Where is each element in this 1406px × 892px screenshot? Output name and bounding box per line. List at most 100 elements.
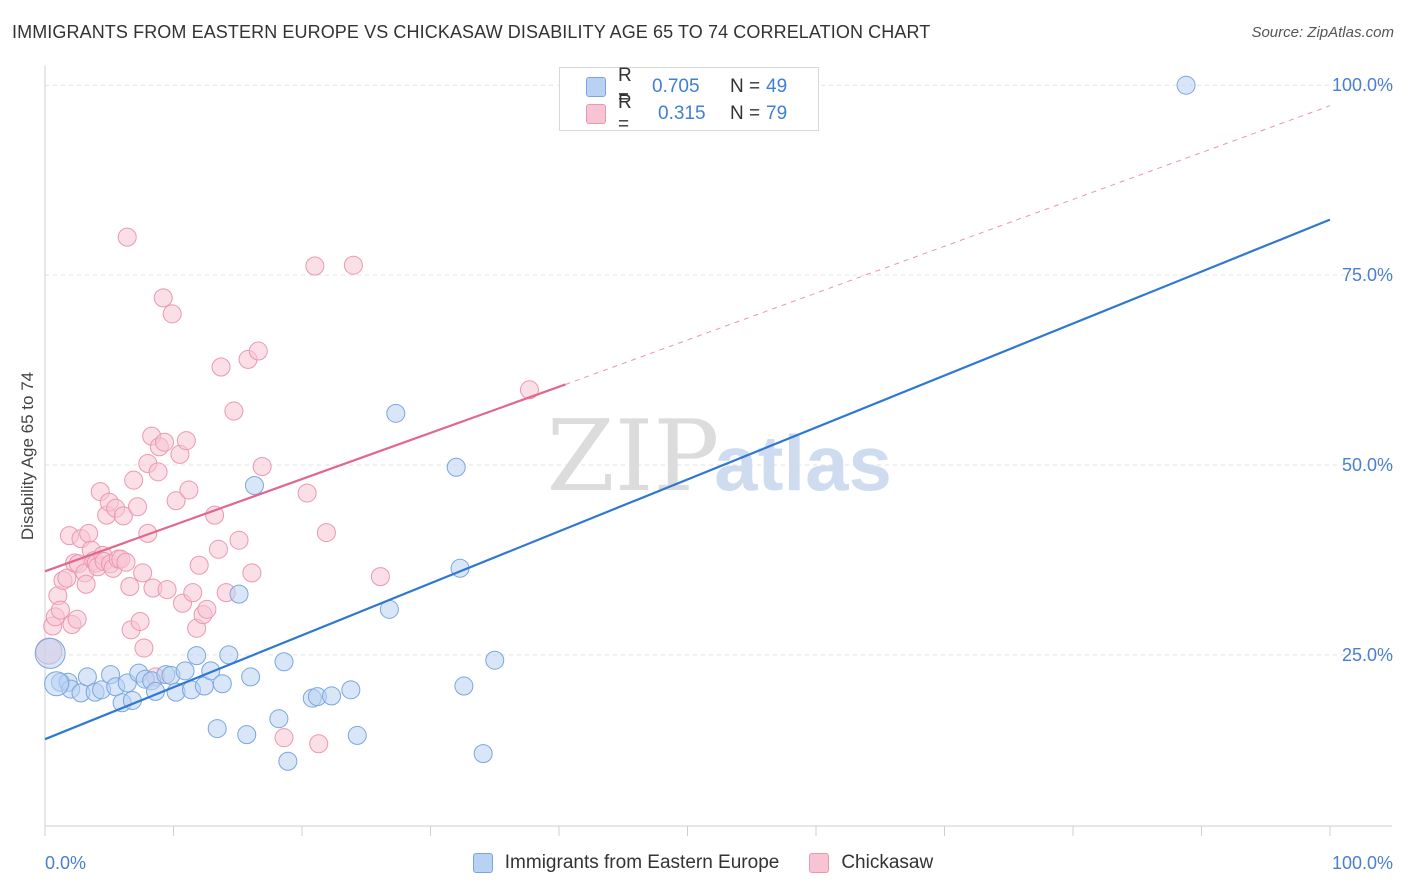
scatter-point-chickasaw: [157, 580, 177, 600]
y-tick-label: 25.0%: [1342, 645, 1393, 665]
scatter-point-eastern-europe: [454, 676, 474, 696]
scatter-point-chickasaw: [162, 304, 182, 324]
scatter-point-chickasaw: [229, 530, 249, 550]
scatter-point-chickasaw: [316, 523, 336, 543]
scatter-point-chickasaw: [113, 506, 133, 526]
scatter-point-chickasaw: [211, 357, 231, 377]
scatter-point-chickasaw: [224, 401, 244, 421]
trend-lines: [44, 105, 1331, 741]
scatter-point-chickasaw: [197, 599, 217, 619]
legend-n-label: N =: [730, 103, 761, 124]
scatter-point-chickasaw: [117, 227, 137, 247]
x-tick-label-max: 100.0%: [1332, 853, 1393, 873]
scatter-point-chickasaw: [148, 462, 168, 482]
scatter-point-eastern-europe: [34, 637, 66, 669]
legend-item-chickasaw[interactable]: Chickasaw: [809, 852, 933, 874]
scatter-point-chickasaw: [208, 539, 228, 559]
watermark-zip: ZIP: [547, 400, 720, 514]
axes: [44, 66, 1392, 836]
scatter-point-chickasaw: [176, 431, 196, 451]
scatter-point-eastern-europe: [269, 709, 289, 729]
chart-title: IMMIGRANTS FROM EASTERN EUROPE VS CHICKA…: [12, 22, 931, 42]
scatter-point-eastern-europe: [175, 661, 195, 681]
scatter-point-chickasaw: [79, 523, 99, 543]
legend-item-eastern-europe[interactable]: Immigrants from Eastern Europe: [472, 852, 780, 874]
scatter-point-eastern-europe: [278, 751, 298, 771]
y-tick-label: 100.0%: [1332, 75, 1393, 95]
scatter-point-chickasaw: [297, 483, 317, 503]
scatter-point-chickasaw: [248, 341, 268, 361]
legend-n-label: N =: [730, 76, 761, 97]
scatter-point-eastern-europe: [229, 584, 249, 604]
scatter-point-chickasaw: [134, 638, 154, 658]
scatter-point-chickasaw: [309, 734, 329, 754]
scatter-point-eastern-europe: [1176, 75, 1196, 95]
scatter-point-eastern-europe: [322, 686, 342, 706]
scatter-point-chickasaw: [155, 432, 175, 452]
scatter-point-eastern-europe: [244, 475, 264, 495]
legend-label-eastern-europe: Immigrants from Eastern Europe: [504, 852, 780, 873]
scatter-point-eastern-europe: [274, 652, 294, 672]
scatter-point-chickasaw: [130, 611, 150, 631]
scatter-point-chickasaw: [189, 555, 209, 575]
scatter-point-chickasaw: [76, 574, 96, 594]
scatter-point-chickasaw: [124, 470, 144, 490]
trend-line-eastern-europe: [44, 218, 1331, 741]
scatter-point-chickasaw: [67, 609, 87, 629]
scatter-point-eastern-europe: [446, 457, 466, 477]
scatter-point-chickasaw: [305, 256, 325, 276]
scatter-point-eastern-europe: [187, 646, 207, 666]
legend-r-label: R =: [618, 65, 632, 108]
scatter-point-chickasaw: [128, 497, 148, 517]
scatter-point-chickasaw: [242, 563, 262, 583]
scatter-point-eastern-europe: [237, 725, 257, 745]
scatter-point-eastern-europe: [485, 650, 505, 670]
series-eastern-europe-points: [34, 75, 1196, 771]
legend-swatch-pink: [586, 104, 606, 124]
scatter-point-chickasaw: [519, 380, 539, 400]
scatter-point-chickasaw: [252, 457, 272, 477]
legend-label-chickasaw: Chickasaw: [841, 852, 934, 873]
scatter-point-chickasaw: [179, 480, 199, 500]
legend-r-value: 0.705: [652, 76, 700, 97]
scatter-point-eastern-europe: [386, 403, 406, 423]
legend-row-chickasaw: R = 0.315 N = 79: [586, 92, 788, 135]
series-legend: Immigrants from Eastern Europe Chickasaw: [0, 852, 1406, 874]
scatter-point-chickasaw: [166, 491, 186, 511]
scatter-point-chickasaw: [370, 567, 390, 587]
legend-row-eastern-europe: R = 0.705 N = 49: [586, 65, 787, 108]
scatter-point-chickasaw: [183, 583, 203, 603]
trend-line-chickasaw-extension: [565, 105, 1331, 385]
scatter-point-eastern-europe: [347, 725, 367, 745]
scatter-point-chickasaw: [120, 577, 140, 597]
trend-line-chickasaw: [44, 383, 566, 573]
legend-swatch-blue: [472, 853, 493, 873]
scatter-point-eastern-europe: [341, 680, 361, 700]
scatter-point-eastern-europe: [473, 744, 493, 764]
scatter-point-chickasaw: [116, 552, 136, 572]
y-tick-label: 50.0%: [1342, 455, 1393, 475]
scatter-point-eastern-europe: [207, 719, 227, 739]
series-chickasaw-points: [35, 227, 539, 754]
scatter-point-eastern-europe: [212, 674, 232, 694]
scatter-point-chickasaw: [205, 505, 225, 525]
scatter-point-eastern-europe: [77, 667, 97, 687]
scatter-point-eastern-europe: [201, 661, 221, 681]
correlation-legend: R = 0.705 N = 49 R = 0.315 N = 79: [559, 65, 819, 135]
legend-r-label: R =: [618, 92, 632, 135]
y-tick-labels: 100.0% 75.0% 50.0% 25.0%: [1332, 75, 1393, 665]
scatter-point-chickasaw: [133, 563, 153, 583]
x-tick-label-min: 0.0%: [45, 853, 86, 873]
scatter-point-chickasaw: [50, 600, 70, 620]
watermark: ZIP atlas: [547, 400, 892, 514]
scatter-point-chickasaw: [343, 255, 363, 275]
legend-r-value: 0.315: [658, 103, 706, 124]
legend-swatch-pink: [809, 853, 830, 873]
source-label: Source: ZipAtlas.com: [1251, 24, 1394, 41]
scatter-point-chickasaw: [274, 728, 294, 748]
legend-n-value: 79: [766, 103, 788, 124]
scatter-point-chickasaw: [153, 288, 173, 308]
scatter-point-chickasaw: [57, 568, 77, 588]
